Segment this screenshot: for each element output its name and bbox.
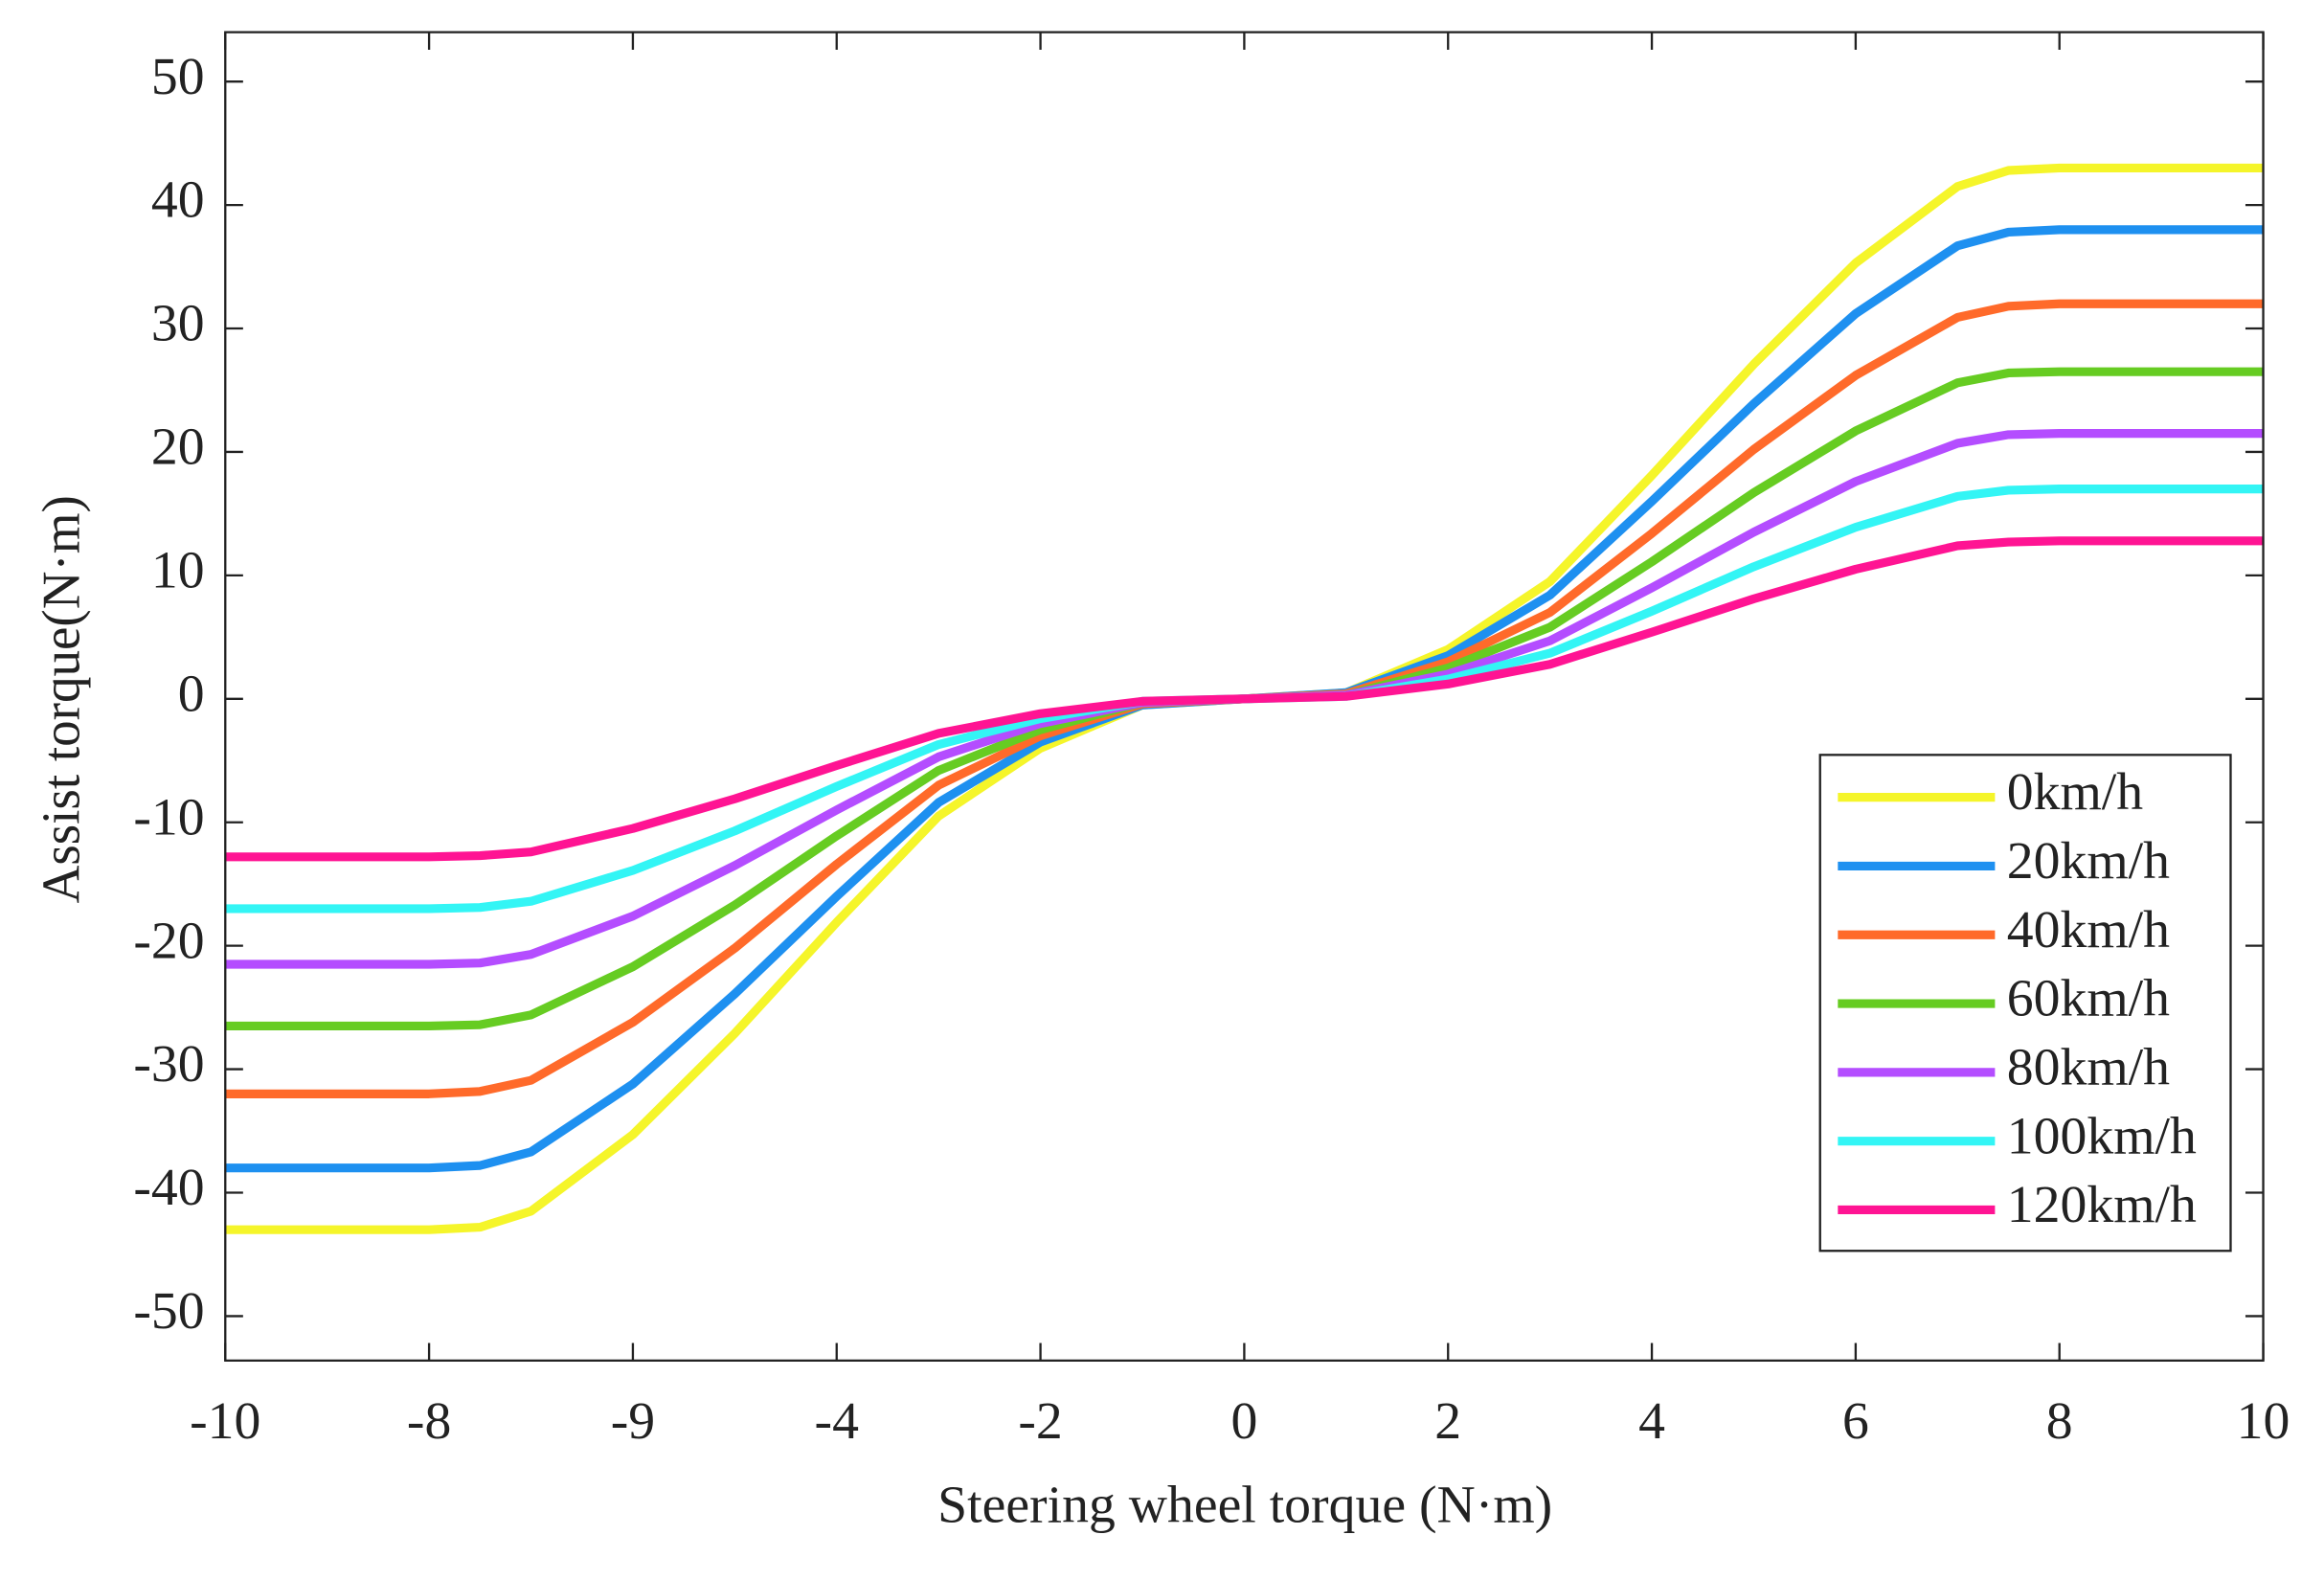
y-tick-label: -30 [133,1035,204,1094]
x-axis-label: Steering wheel torque (N·m) [937,1476,1552,1534]
legend-label: 0km/h [2007,763,2143,822]
y-tick-label: -40 [133,1158,204,1216]
x-tick-label: 8 [2046,1392,2073,1451]
y-tick-label: 20 [151,418,205,476]
x-tick-label: 10 [2237,1392,2290,1451]
y-tick-label: 30 [151,294,205,352]
x-tick-label: 6 [1842,1392,1869,1451]
x-tick-label: 2 [1434,1392,1461,1451]
x-tick-label: 4 [1638,1392,1665,1451]
x-tick-label: -4 [815,1392,859,1451]
legend-label: 40km/h [2007,900,2170,959]
x-tick-label: -8 [407,1392,451,1451]
plot-frame [224,31,2265,1362]
y-tick-label: 10 [151,541,205,599]
y-tick-label: 40 [151,170,205,229]
x-tick-label: -10 [190,1392,260,1451]
legend-label: 80km/h [2007,1038,2170,1096]
y-tick-label: -20 [133,912,204,970]
x-tick-label: -2 [1018,1392,1062,1451]
y-tick-label: -50 [133,1281,204,1340]
legend-label: 120km/h [2007,1175,2197,1233]
legend-label: 100km/h [2007,1107,2197,1165]
series-line [225,536,2264,862]
x-tick-label: 0 [1230,1392,1257,1451]
legend-label: 20km/h [2007,831,2170,890]
y-axis-label: Assist torque(N·m) [32,495,90,903]
y-tick-label: 0 [178,665,205,723]
y-tick-label: 50 [151,47,205,105]
legend-label: 60km/h [2007,969,2170,1027]
x-tick-label: -9 [611,1392,655,1451]
y-tick-label: -10 [133,788,204,846]
